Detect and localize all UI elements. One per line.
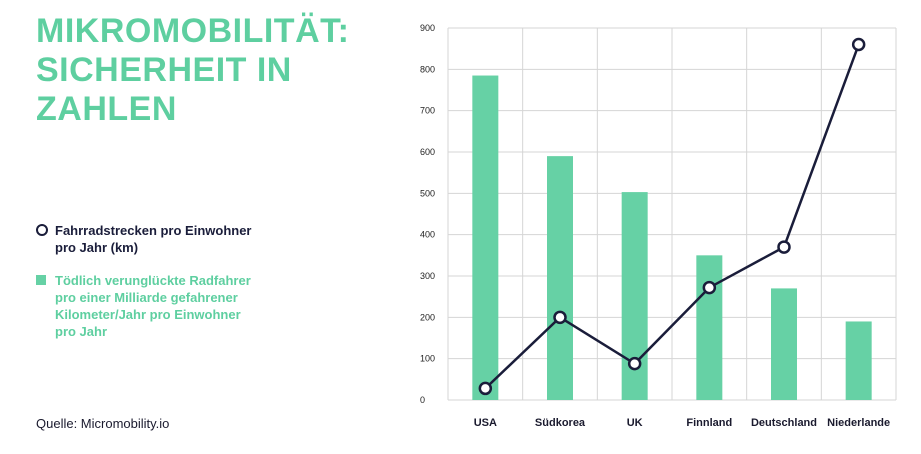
line-point-Deutschland — [777, 240, 791, 254]
bar-Deutschland — [771, 288, 797, 400]
legend-circle-marker-icon — [36, 224, 48, 236]
x-tick-label: UK — [627, 417, 643, 429]
y-tick-label: 800 — [420, 64, 435, 74]
line-point-Niederlande — [851, 37, 866, 52]
legend-entry-line: Fahrradstrecken pro Einwohner pro Jahr (… — [36, 222, 265, 256]
y-tick-label: 600 — [420, 147, 435, 157]
line-point-USA — [478, 381, 493, 396]
y-tick-label: 700 — [420, 106, 435, 116]
page-title: MIKROMOBILITÄT: SICHERHEIT IN ZAHLEN — [36, 12, 350, 128]
x-tick-label: Finnland — [686, 417, 732, 429]
y-tick-label: 300 — [420, 271, 435, 281]
y-tick-label: 500 — [420, 188, 435, 198]
bar-series — [472, 75, 872, 401]
chart-grid — [447, 27, 897, 401]
y-tick-label: 400 — [420, 230, 435, 240]
y-tick-label: 0 — [420, 395, 425, 405]
x-tick-label: Südkorea — [535, 417, 586, 429]
x-axis-ticks: USA Südkorea UK Finnland Deutschland Niederla… — [474, 417, 890, 429]
bar-Niederlande — [845, 321, 872, 400]
y-tick-label: 100 — [420, 354, 435, 364]
x-tick-label: USA — [474, 417, 497, 429]
y-tick-label: 900 — [420, 23, 435, 33]
bar-Südkorea — [547, 156, 573, 400]
line-series — [478, 37, 866, 396]
legend-bar-label: Tödlich verunglückte Radfahrer pro einer… — [55, 273, 251, 339]
bar-Finnland — [696, 255, 723, 400]
line-point-UK — [627, 356, 642, 371]
x-tick-label: Deutschland — [751, 417, 817, 429]
legend-square-marker-icon — [36, 275, 46, 285]
bar-USA — [472, 75, 499, 401]
y-axis-ticks: 0 100 200 300 400 500 600 700 800 900 — [420, 23, 435, 405]
line-point-Finnland — [702, 280, 717, 295]
y-tick-label: 200 — [420, 312, 435, 322]
legend-entry-bar: Tödlich verunglückte Radfahrer pro einer… — [36, 272, 265, 340]
source-note: Quelle: Micromobility.io — [36, 416, 170, 431]
legend-line-label: Fahrradstrecken pro Einwohner pro Jahr (… — [55, 223, 252, 255]
x-tick-label: Niederlande — [827, 417, 890, 429]
line-path — [484, 44, 860, 390]
line-point-Südkorea — [553, 310, 567, 325]
